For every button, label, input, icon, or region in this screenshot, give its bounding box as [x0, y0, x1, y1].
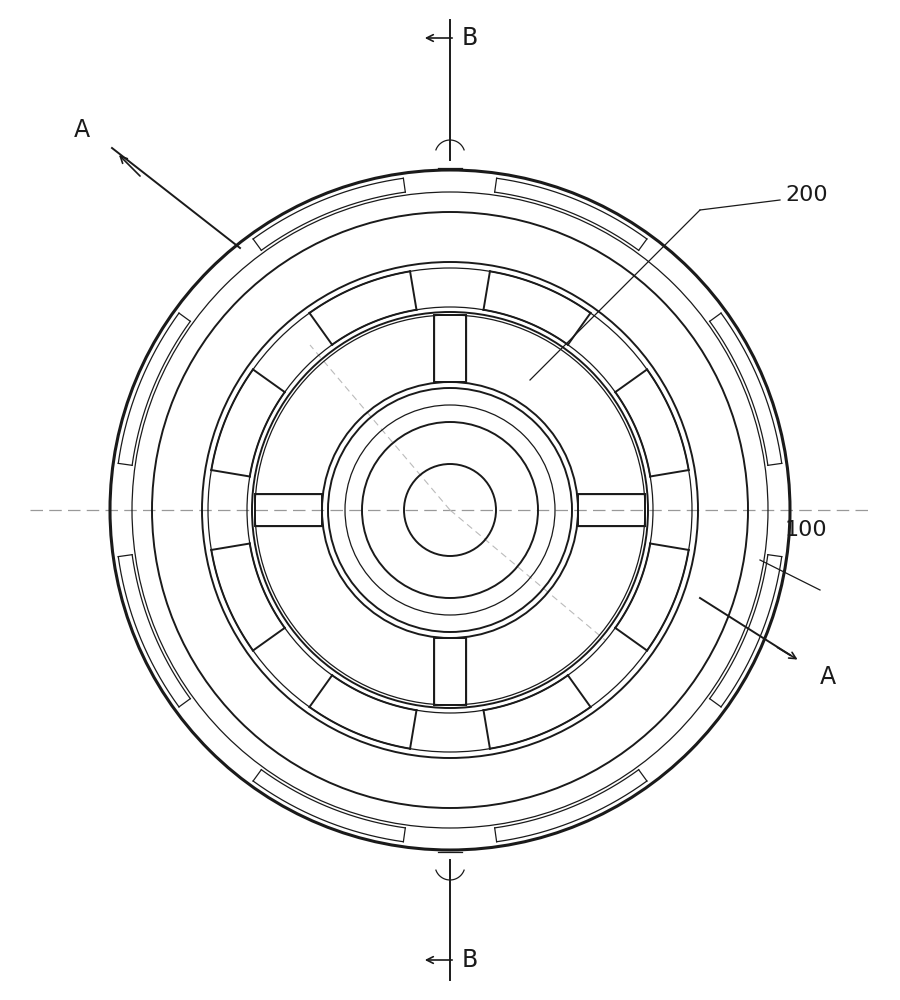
- Text: A: A: [74, 118, 90, 142]
- Text: 200: 200: [785, 185, 828, 205]
- Text: B: B: [462, 948, 478, 972]
- Text: A: A: [820, 665, 836, 689]
- Text: 100: 100: [785, 520, 828, 540]
- Text: B: B: [462, 26, 478, 50]
